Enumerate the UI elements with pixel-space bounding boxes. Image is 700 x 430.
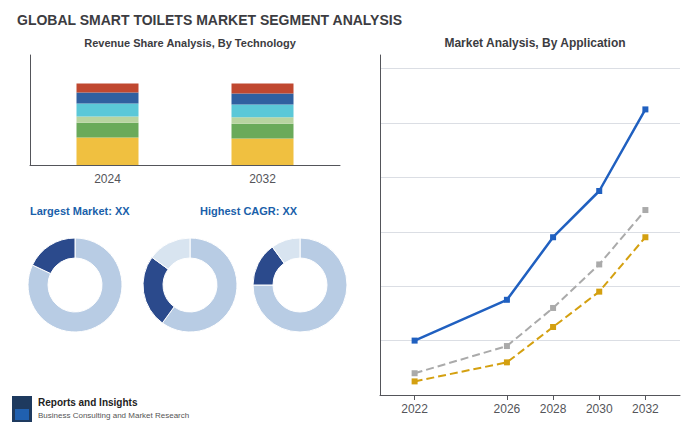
svg-text:2026: 2026 — [494, 402, 521, 416]
svg-text:Revenue Share Analysis, By Tec: Revenue Share Analysis, By Technology — [84, 37, 296, 49]
svg-text:Highest CAGR: XX: Highest CAGR: XX — [200, 205, 298, 217]
svg-text:Business Consulting and Market: Business Consulting and Market Research — [38, 411, 189, 420]
svg-text:Largest Market: XX: Largest Market: XX — [30, 205, 130, 217]
svg-text:2032: 2032 — [632, 402, 659, 416]
svg-text:Reports and Insights: Reports and Insights — [38, 397, 138, 408]
svg-text:2022: 2022 — [401, 402, 428, 416]
svg-text:2024: 2024 — [94, 172, 121, 186]
svg-text:GLOBAL SMART TOILETS MARKET SE: GLOBAL SMART TOILETS MARKET SEGMENT ANAL… — [17, 12, 402, 28]
svg-text:2030: 2030 — [586, 402, 613, 416]
svg-text:2028: 2028 — [540, 402, 567, 416]
svg-text:2032: 2032 — [249, 172, 276, 186]
svg-text:Market Analysis, By Applicatio: Market Analysis, By Application — [444, 36, 625, 50]
